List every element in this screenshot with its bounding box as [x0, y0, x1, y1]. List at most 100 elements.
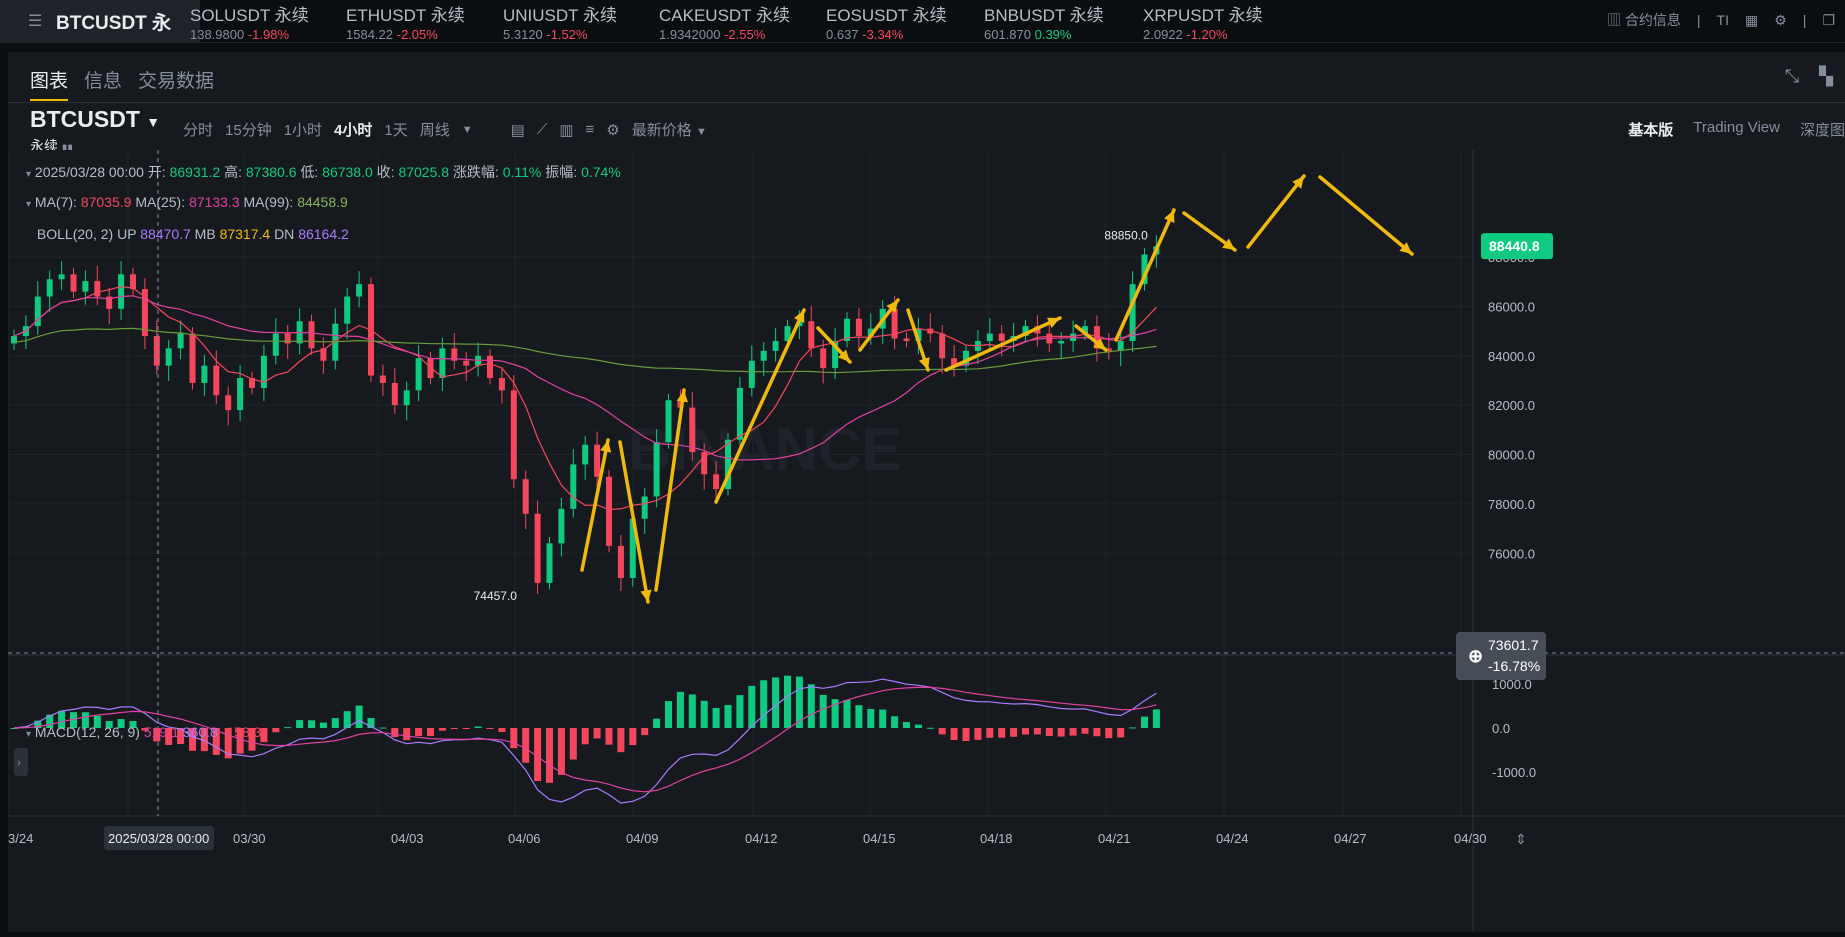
more-timeframes-icon[interactable]: ▼ [461, 123, 473, 136]
drawing-icon[interactable]: ≡ [585, 121, 595, 138]
macd-histogram-bar [534, 728, 542, 782]
candle [939, 333, 946, 359]
ma7-line [13, 285, 1157, 511]
macd-histogram-bar [522, 728, 530, 763]
ticker-name: SOLUSDT 永续 [190, 6, 309, 25]
ticker-0[interactable]: SOLUSDT 永续 138.9800 -1.98% [190, 1, 309, 42]
current-symbol-tab[interactable]: ☰ BTCUSDT 永 [0, 0, 200, 42]
tf-1h[interactable]: 1小时 [283, 122, 323, 139]
macd-histogram-bar [807, 684, 815, 728]
ma99-line [13, 327, 1157, 374]
view-tradingview[interactable]: Trading View [1693, 119, 1780, 136]
macd-histogram-bar [843, 699, 851, 728]
view-basic[interactable]: 基本版 [1628, 122, 1674, 139]
candle [820, 348, 827, 369]
ma25-label: MA(25): [135, 194, 186, 210]
arrow-head [1292, 176, 1304, 189]
trend-arrow [580, 438, 610, 572]
collapse-chevron-icon[interactable]: ▾ [26, 199, 32, 210]
fit-icon: ⇕ [1515, 831, 1527, 847]
price-type-dropdown[interactable]: 最新价格 ▼ [631, 122, 707, 139]
collapse-icon[interactable]: ⤡ [1784, 66, 1800, 86]
candle [153, 336, 160, 366]
candle [606, 476, 612, 546]
macd-histogram-bar [70, 712, 77, 728]
ticker-1[interactable]: ETHUSDT 永续 1584.22 -2.05% [346, 1, 465, 42]
candle [998, 333, 1005, 341]
ticker-change: 0.39% [1034, 27, 1072, 42]
collapse-chevron-icon[interactable]: ▾ [26, 729, 32, 740]
chart-area[interactable]: BINANCE88850.074457.088000.086000.084000… [7, 150, 1845, 932]
macd-histogram-bar [795, 676, 803, 728]
macd-histogram-bar [284, 727, 292, 729]
trend-arrow [1246, 174, 1306, 249]
contract-info-link[interactable]: ▥ 合约信息 [1607, 12, 1681, 28]
tf-15m[interactable]: 15分钟 [225, 122, 272, 139]
candle [70, 274, 77, 292]
tab-chart[interactable]: 图表 [30, 66, 69, 101]
time-tick: 04/24 [1216, 831, 1249, 846]
close-label: 收: [376, 164, 395, 180]
ticker-4[interactable]: EOSUSDT 永续 0.637 -3.34% [826, 1, 947, 42]
tf-4h[interactable]: 4小时 [334, 122, 373, 139]
settings-icon[interactable]: ⚙ [606, 121, 620, 139]
tf-1d[interactable]: 1天 [384, 122, 408, 139]
candle-type-icon[interactable]: ▥ [559, 121, 574, 139]
macd-tick: 0.0 [1492, 721, 1510, 736]
macd-histogram-bar [462, 728, 470, 729]
macd-histogram-bar [1117, 728, 1125, 738]
tab-trading-data[interactable]: 交易数据 [138, 71, 215, 92]
panel-corner-icons: ⤡ ▚ [1785, 66, 1833, 87]
trend-arrow [714, 308, 806, 504]
layout-icon[interactable]: ▚ [1819, 66, 1833, 86]
text-icon[interactable]: TI [1716, 12, 1729, 28]
ticker-6[interactable]: XRPUSDT 永续 2.0922 -1.20% [1143, 1, 1263, 42]
macd-info: ▾ MACD(12, 26, 9) 519.1 360.8 -158.3 [26, 724, 261, 740]
candle [1129, 284, 1136, 341]
ticker-5[interactable]: BNBUSDT 永续 601.870 0.39% [984, 1, 1104, 42]
candle [106, 296, 113, 309]
candlestick-chart[interactable]: BINANCE88850.074457.088000.086000.084000… [7, 150, 1845, 932]
layout-grid-icon[interactable]: ▦ [1745, 11, 1759, 28]
macd-tick: 1000.0 [1492, 677, 1532, 692]
gear-icon[interactable]: ⚙ [1774, 11, 1787, 28]
macd-histogram-bar [962, 728, 970, 742]
calendar-icon[interactable]: ▤ [510, 121, 525, 139]
candle [11, 336, 17, 344]
macd-histogram-bar [415, 728, 423, 736]
macd-histogram-bar [1033, 728, 1041, 735]
ticker-change: -2.05% [396, 27, 438, 42]
collapse-chevron-icon[interactable]: ▾ [26, 169, 32, 180]
tab-info[interactable]: 信息 [84, 71, 123, 92]
divider [8, 102, 1845, 103]
macd-histogram-bar [1141, 716, 1148, 728]
macd-histogram-bar [736, 695, 744, 728]
candle [58, 274, 65, 280]
candle [165, 348, 172, 366]
ohlc-info: ▾ 2025/03/28 00:00 开: 86931.2 高: 87380.6… [26, 162, 621, 182]
indicator-icon[interactable]: ⟋ [536, 121, 548, 138]
ticker-name: ETHUSDT 永续 [346, 6, 465, 25]
ticker-3[interactable]: CAKEUSDT 永续 1.9342000 -2.55% [659, 1, 790, 42]
ticker-2[interactable]: UNIUSDT 永续 5.3120 -1.52% [503, 1, 617, 42]
crosshair-date-tag [104, 826, 214, 850]
candle [725, 439, 731, 490]
macd-histogram-bar [653, 718, 661, 728]
current-price: 88440.8 [1489, 238, 1540, 254]
symbol-selector[interactable]: BTCUSDT ▼ [30, 106, 161, 132]
macd-histogram-bar [593, 728, 601, 739]
candle [713, 474, 720, 490]
macd-histogram-bar [450, 728, 458, 730]
arrow-head [640, 589, 652, 602]
macd-histogram-bar [81, 712, 89, 728]
macd-histogram-bar [819, 694, 827, 728]
tf-1w[interactable]: 周线 [419, 122, 450, 139]
candle [534, 513, 541, 583]
ticker-name: XRPUSDT 永续 [1143, 6, 1263, 25]
bar-chart-icon: ▥ [1607, 12, 1622, 28]
menu-icon[interactable]: ☰ [28, 13, 43, 30]
view-depth[interactable]: 深度图 [1799, 122, 1845, 139]
candle [189, 333, 196, 383]
tf-time[interactable]: 分时 [183, 122, 214, 139]
bookmark-icon[interactable]: ❐ [1822, 11, 1835, 28]
